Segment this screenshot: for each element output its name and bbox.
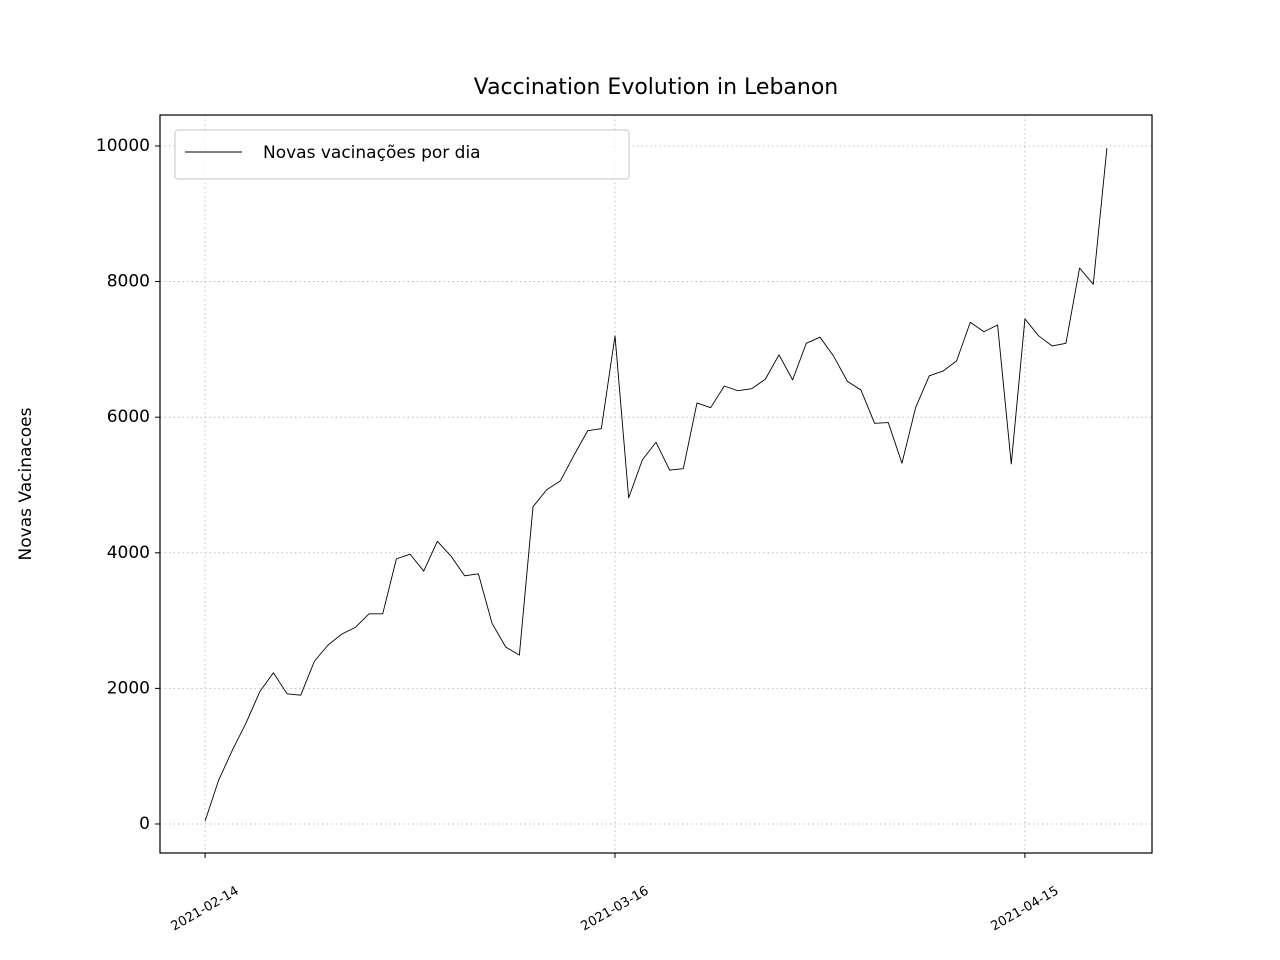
legend: Novas vacinações por dia	[174, 129, 630, 180]
y-tick-label: 0	[139, 814, 150, 834]
plot-frame	[159, 114, 1153, 854]
y-tick-label: 6000	[107, 407, 150, 427]
y-tick-label: 8000	[107, 272, 150, 292]
legend-box	[174, 129, 630, 180]
data-line	[204, 147, 1108, 822]
y-tick-label: 2000	[107, 678, 150, 698]
x-tick-label: 2021-03-16	[579, 884, 652, 935]
y-axis-label: Novas Vacinacoes	[16, 407, 36, 560]
x-tick-label: 2021-04-15	[988, 884, 1061, 935]
x-tick-label: 2021-02-14	[169, 884, 242, 935]
y-tick-label: 10000	[96, 136, 150, 156]
legend-label: Novas vacinações por dia	[263, 143, 481, 163]
chart-title: Vaccination Evolution in Lebanon	[474, 75, 839, 100]
y-tick-label: 4000	[107, 543, 150, 563]
